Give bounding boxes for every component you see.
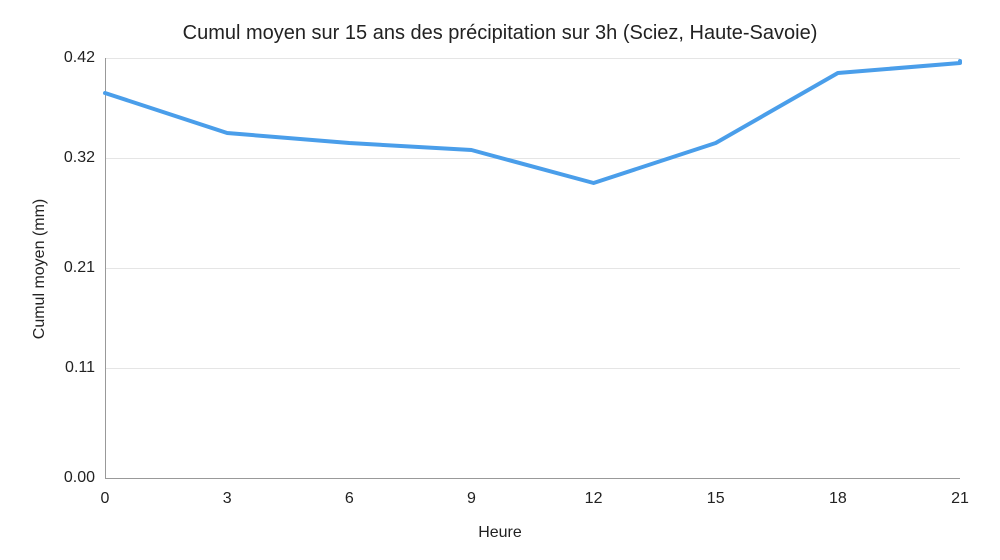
line-layer <box>105 58 960 478</box>
x-tick-label: 3 <box>223 490 232 508</box>
y-tick-label: 0.21 <box>45 259 95 277</box>
y-tick-label: 0.11 <box>45 359 95 377</box>
x-axis-line <box>105 478 960 479</box>
x-tick-label: 6 <box>345 490 354 508</box>
plot-area: 0.000.110.210.320.42036912151821 <box>105 58 960 478</box>
y-tick-label: 0.32 <box>45 149 95 167</box>
x-tick-label: 15 <box>707 490 725 508</box>
data-line <box>105 61 960 183</box>
x-tick-label: 0 <box>101 490 110 508</box>
x-tick-label: 9 <box>467 490 476 508</box>
chart-title: Cumul moyen sur 15 ans des précipitation… <box>0 22 1000 45</box>
x-tick-label: 12 <box>585 490 603 508</box>
y-tick-label: 0.00 <box>45 469 95 487</box>
x-tick-label: 21 <box>951 490 969 508</box>
chart-container: Cumul moyen sur 15 ans des précipitation… <box>0 0 1000 560</box>
x-tick-label: 18 <box>829 490 847 508</box>
x-axis-title: Heure <box>0 524 1000 542</box>
y-tick-label: 0.42 <box>45 49 95 67</box>
